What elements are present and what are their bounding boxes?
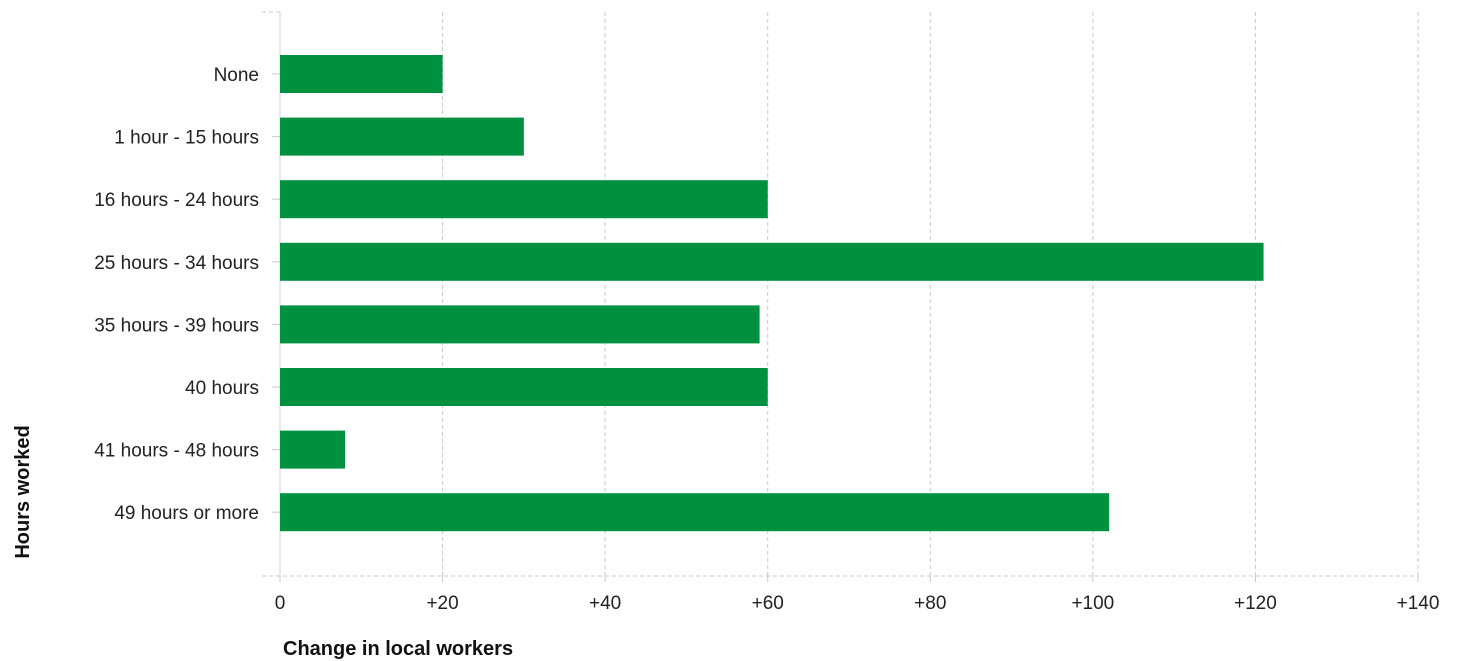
x-tick-label: +60 <box>752 593 784 614</box>
y-tick-label: 25 hours - 34 hours <box>94 253 259 274</box>
bar <box>280 180 768 219</box>
bar <box>280 55 443 93</box>
x-tick-label: +20 <box>426 593 458 614</box>
x-tick-label: +120 <box>1234 593 1277 614</box>
y-tick-label: 16 hours - 24 hours <box>94 190 259 211</box>
y-tick-label: 41 hours - 48 hours <box>94 441 259 462</box>
x-tick-label: +100 <box>1071 593 1114 614</box>
x-tick-label: +80 <box>914 593 946 614</box>
y-tick-label: None <box>214 65 259 86</box>
y-tick-label: 1 hour - 15 hours <box>114 128 259 149</box>
y-tick-label: 40 hours <box>185 378 259 399</box>
x-tick-label: 0 <box>275 593 286 614</box>
y-tick-label: 49 hours or more <box>114 503 259 524</box>
label-layer: 0 +20 +40 +60 +80 +100 +120 +140 None 1 hour - 15… <box>94 65 1439 614</box>
bar <box>280 305 760 344</box>
grid-layer <box>442 12 1419 576</box>
y-axis-title: Hours worked <box>12 425 34 558</box>
x-tick-label: +40 <box>589 593 621 614</box>
bar <box>280 117 524 156</box>
x-axis-title: Change in local workers <box>283 638 513 660</box>
bar-layer <box>280 55 1264 532</box>
axis-layer <box>262 11 1419 582</box>
bar <box>280 430 346 469</box>
y-tick-label: 35 hours - 39 hours <box>94 315 259 336</box>
bar <box>280 242 1264 281</box>
x-tick-label: +140 <box>1397 593 1440 614</box>
bar <box>280 368 768 406</box>
bar <box>280 493 1110 532</box>
